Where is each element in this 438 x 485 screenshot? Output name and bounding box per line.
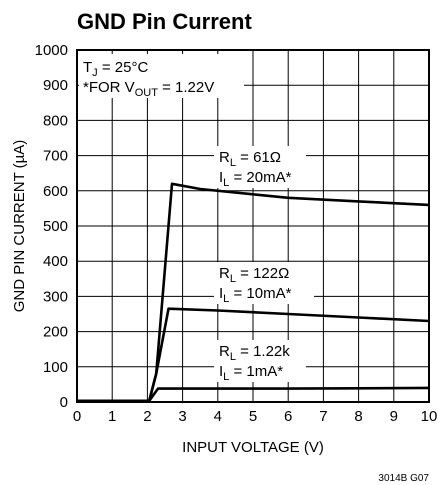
x-tick-label: 9 bbox=[390, 408, 398, 425]
y-axis-label: GND PIN CURRENT (µA) bbox=[11, 140, 28, 313]
series-line-1p22k bbox=[77, 386, 430, 403]
annotation-vout: *FOR VOUT = 1.22V bbox=[83, 79, 214, 99]
series-label-bg-122ohm bbox=[214, 262, 314, 304]
y-tick-label: 200 bbox=[43, 324, 68, 341]
y-tick-labels: 0 100 200 300 400 500 600 700 800 900 1000 bbox=[35, 42, 68, 411]
y-tick-label: 500 bbox=[43, 218, 68, 235]
x-tick-label: 6 bbox=[284, 408, 292, 425]
x-tick-label: 10 bbox=[421, 408, 438, 425]
series-label-1p22k-il: IL = 1mA* bbox=[219, 363, 283, 383]
series-label-61ohm-rl: RL = 61Ω bbox=[219, 149, 281, 169]
annotation-temperature: TJ = 25°C bbox=[83, 59, 148, 79]
x-tick-labels: 0 1 2 3 4 5 6 7 8 9 10 bbox=[73, 408, 438, 425]
x-tick-label: 4 bbox=[214, 408, 222, 425]
series-label-122ohm-rl: RL = 122Ω bbox=[219, 265, 289, 285]
x-tick-label: 1 bbox=[108, 408, 116, 425]
series-label-bg-61ohm bbox=[214, 146, 306, 188]
y-tick-label: 800 bbox=[43, 112, 68, 129]
y-tick-label: 0 bbox=[60, 394, 68, 411]
series-label-1p22k-rl: RL = 1.22k bbox=[219, 343, 290, 363]
x-tick-label: 0 bbox=[73, 408, 81, 425]
series-label-122ohm-il: IL = 10mA* bbox=[219, 285, 292, 305]
series-label-61ohm-il: IL = 20mA* bbox=[219, 169, 292, 189]
series-lines bbox=[77, 182, 430, 403]
plot-frame bbox=[76, 49, 430, 403]
y-tick-label: 600 bbox=[43, 183, 68, 200]
x-tick-label: 8 bbox=[354, 408, 362, 425]
x-tick-label: 3 bbox=[178, 408, 186, 425]
series-line-122ohm bbox=[77, 307, 430, 403]
x-tick-label: 5 bbox=[249, 408, 257, 425]
chart-title: GND Pin Current bbox=[77, 9, 252, 34]
series-label-bg-1p22k bbox=[214, 340, 306, 382]
y-tick-label: 400 bbox=[43, 253, 68, 270]
x-axis-label: INPUT VOLTAGE (V) bbox=[182, 439, 324, 456]
y-tick-label: 300 bbox=[43, 288, 68, 305]
y-tick-label: 900 bbox=[43, 77, 68, 94]
x-tick-label: 2 bbox=[143, 408, 151, 425]
y-tick-label: 1000 bbox=[35, 42, 68, 59]
y-tick-label: 100 bbox=[43, 359, 68, 376]
y-tick-label: 700 bbox=[43, 148, 68, 165]
x-tick-label: 7 bbox=[319, 408, 327, 425]
figure-code: 3014B G07 bbox=[378, 473, 429, 484]
annotation-box-bg bbox=[79, 54, 244, 98]
